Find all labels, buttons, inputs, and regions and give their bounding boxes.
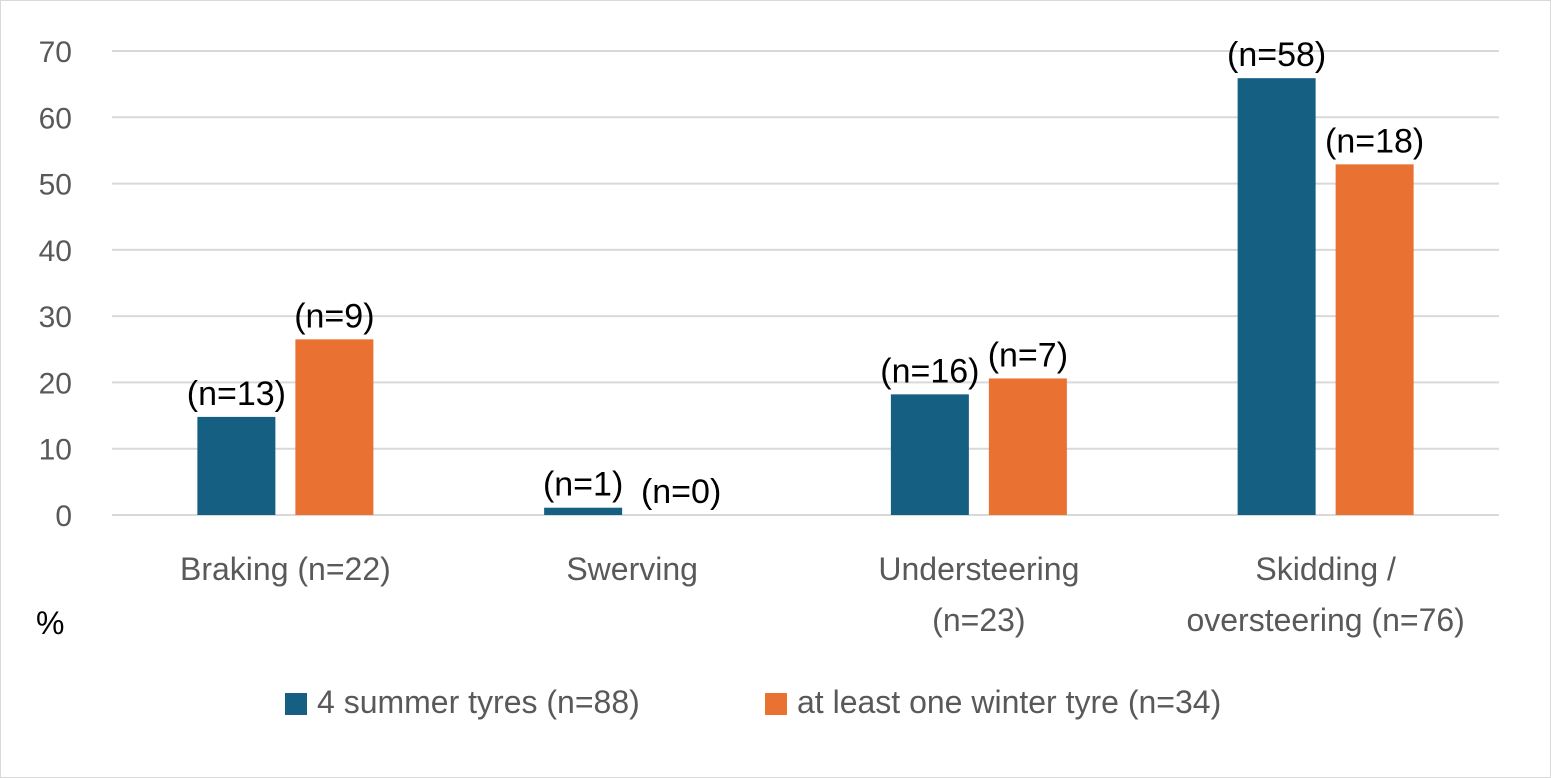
data-label: (n=7) <box>988 336 1068 374</box>
y-tick-label: 60 <box>39 102 72 135</box>
data-label: (n=13) <box>187 375 286 413</box>
data-label: (n=58) <box>1227 36 1326 74</box>
bar <box>890 394 969 515</box>
y-tick-label: 20 <box>39 367 72 400</box>
bar <box>988 378 1067 515</box>
x-tick-label: Swerving <box>566 551 698 587</box>
x-tick-label: Skidding / <box>1255 551 1396 587</box>
legend-label: 4 summer tyres (n=88) <box>317 684 640 720</box>
bar <box>544 507 623 515</box>
data-label: (n=16) <box>880 352 979 390</box>
y-tick-label: 0 <box>55 500 72 533</box>
data-label: (n=1) <box>543 466 623 504</box>
y-tick-label: 10 <box>39 434 72 467</box>
x-tick-label: oversteering (n=76) <box>1186 602 1464 638</box>
x-tick-label: (n=23) <box>932 602 1025 638</box>
y-tick-label: 50 <box>39 169 72 202</box>
y-tick-label: 40 <box>39 235 72 268</box>
x-tick-label: Braking (n=22) <box>180 551 391 587</box>
legend-swatch <box>765 693 787 715</box>
bar <box>1237 78 1316 516</box>
data-label: (n=0) <box>641 473 721 511</box>
x-tick-label: Understeering <box>878 551 1079 587</box>
bar <box>1335 164 1414 515</box>
bar <box>197 416 276 515</box>
legend-label: at least one winter tyre (n=34) <box>797 684 1221 720</box>
y-axis-unit: % <box>36 605 64 641</box>
data-label: (n=18) <box>1325 122 1424 160</box>
bar <box>295 339 374 515</box>
y-tick-label: 30 <box>39 301 72 334</box>
y-tick-label: 70 <box>39 36 72 69</box>
legend-swatch <box>285 693 307 715</box>
data-label: (n=9) <box>294 297 374 335</box>
